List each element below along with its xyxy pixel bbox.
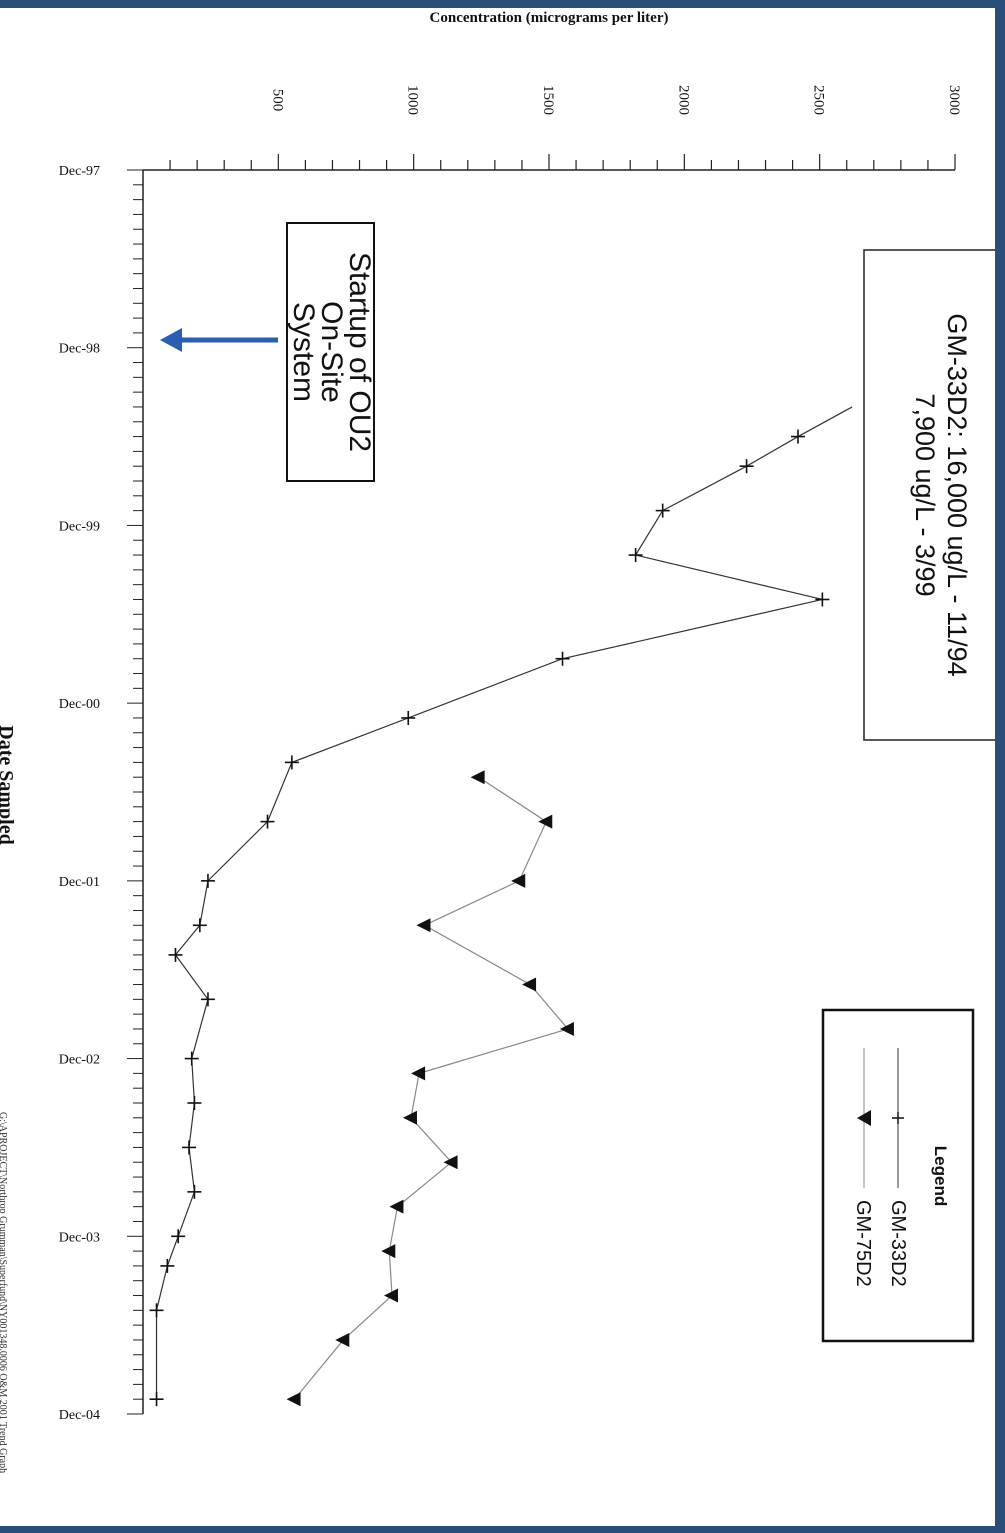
point-gm-33d2 xyxy=(187,1184,202,1199)
x-tick-label: Dec-02 xyxy=(59,1053,100,1068)
point-gm-33d2 xyxy=(655,503,670,518)
x-tick-label: Dec-01 xyxy=(59,875,100,890)
plot-area xyxy=(127,154,956,1415)
point-gm-75d2 xyxy=(559,1021,574,1036)
point-gm-33d2 xyxy=(149,1392,164,1407)
point-gm-75d2 xyxy=(286,1392,301,1407)
point-gm-75d2 xyxy=(443,1155,458,1170)
startup-line-2: On-Site xyxy=(315,301,348,403)
legend-title: Legend xyxy=(931,1146,950,1206)
point-gm-33d2 xyxy=(182,1140,197,1155)
point-gm-75d2 xyxy=(381,1244,396,1259)
point-gm-33d2 xyxy=(628,548,643,563)
point-gm-33d2 xyxy=(171,1229,186,1244)
startup-annotation: Startup of OU2 On-Site System xyxy=(160,222,376,482)
point-gm-33d2 xyxy=(555,651,570,666)
startup-arrow xyxy=(160,328,278,352)
point-gm-75d2 xyxy=(411,1066,426,1081)
max-values-line-2: 7,900 ug/L - 3/99 xyxy=(910,393,940,596)
axes xyxy=(127,154,956,1415)
point-gm-33d2 xyxy=(284,755,299,770)
series-gm-33d2 xyxy=(149,406,853,1407)
legend-label-gm-33d2: GM-33D2 xyxy=(887,1200,909,1287)
point-gm-75d2 xyxy=(384,1288,399,1303)
point-gm-75d2 xyxy=(470,770,485,785)
point-gm-33d2 xyxy=(184,1051,199,1066)
legend-entry-gm-33d2: GM-33D2 xyxy=(887,1048,909,1287)
point-gm-33d2 xyxy=(187,1096,202,1110)
y-tick-label: 2000 xyxy=(675,85,691,115)
y-tick-label: 2500 xyxy=(811,85,827,115)
point-gm-33d2 xyxy=(149,1303,164,1318)
x-axis-title: Date Sampled xyxy=(0,725,17,844)
legend-label-gm-75d2: GM-75D2 xyxy=(852,1200,874,1287)
point-gm-33d2 xyxy=(168,947,183,962)
point-gm-33d2 xyxy=(260,814,275,829)
series-layer xyxy=(149,406,853,1407)
startup-line-1: Startup of OU2 xyxy=(343,252,376,452)
line-gm-75d2 xyxy=(294,776,570,1400)
file-path-footer: G:\APROJECT\Northrop Grumman\Superfund\N… xyxy=(0,1112,8,1473)
x-tick-label: Dec-97 xyxy=(59,164,100,179)
point-gm-33d2 xyxy=(739,459,754,474)
point-gm-33d2 xyxy=(200,873,215,888)
chart-page: Concentration (micrograms per liter) Dat… xyxy=(0,8,995,1526)
legend: Legend GM-33D2 GM-75D2 xyxy=(821,1008,975,1343)
startup-line-3: System xyxy=(287,302,320,402)
point-gm-75d2 xyxy=(335,1332,350,1347)
line-gm-33d2 xyxy=(155,406,853,1400)
y-tick-label: 1000 xyxy=(405,85,421,115)
x-tick-label: Dec-99 xyxy=(59,519,100,534)
point-gm-33d2 xyxy=(815,592,830,607)
legend-entry-gm-75d2: GM-75D2 xyxy=(852,1048,874,1287)
y-tick-label: 500 xyxy=(269,89,285,112)
x-tick-label: Dec-98 xyxy=(59,342,100,357)
point-gm-75d2 xyxy=(402,1110,417,1125)
y-axis-title: Concentration (micrograms per liter) xyxy=(430,10,669,26)
point-gm-33d2 xyxy=(160,1258,175,1273)
point-gm-75d2 xyxy=(538,814,553,829)
point-gm-33d2 xyxy=(200,992,215,1007)
series-gm-75d2 xyxy=(286,770,574,1407)
point-gm-75d2 xyxy=(511,873,526,888)
point-gm-75d2 xyxy=(389,1199,404,1214)
x-tick-label: Dec-00 xyxy=(59,697,100,712)
max-values-line-1: GM-33D2: 16,000 ug/L - 11/94 xyxy=(942,313,972,676)
point-gm-75d2 xyxy=(522,977,537,992)
point-gm-75d2 xyxy=(416,918,431,933)
point-gm-33d2 xyxy=(791,429,806,444)
x-tick-label: Dec-04 xyxy=(59,1408,100,1423)
x-tick-label: Dec-03 xyxy=(59,1230,100,1245)
max-values-annotation: GM-33D2: 16,000 ug/L - 11/94 7,900 ug/L … xyxy=(863,249,995,741)
y-tick-label: 3000 xyxy=(946,85,962,115)
point-gm-33d2 xyxy=(192,918,207,933)
y-tick-label: 1500 xyxy=(540,85,556,115)
chart: Concentration (micrograms per liter) Dat… xyxy=(0,10,995,1473)
point-gm-33d2 xyxy=(401,710,416,725)
